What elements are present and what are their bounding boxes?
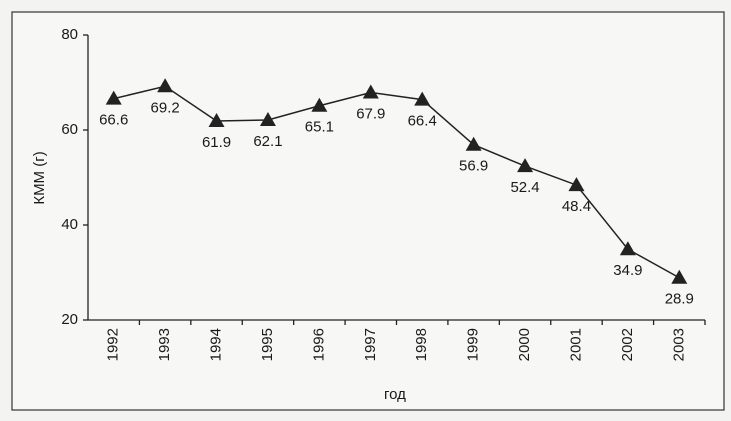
x-tick-label: 2003	[670, 328, 687, 361]
data-label: 48.4	[562, 198, 591, 215]
data-marker	[157, 78, 174, 93]
data-label: 69.2	[151, 99, 180, 116]
data-label: 28.9	[665, 291, 694, 308]
x-axis-label: год	[384, 386, 406, 403]
data-marker	[311, 97, 328, 112]
data-marker	[465, 136, 482, 151]
x-tick-label: 1995	[259, 328, 276, 361]
data-label: 52.4	[510, 179, 539, 196]
y-tick-label: 20	[61, 311, 78, 328]
data-label: 62.1	[253, 133, 282, 150]
x-tick-label: 2000	[516, 328, 533, 361]
x-tick-label: 1992	[105, 328, 122, 361]
data-label: 61.9	[202, 134, 231, 151]
data-marker	[619, 241, 636, 256]
data-label: 34.9	[613, 262, 642, 279]
data-label: 65.1	[305, 119, 334, 136]
y-tick-label: 80	[61, 26, 78, 43]
data-marker	[362, 84, 379, 99]
data-marker	[208, 112, 225, 127]
data-label: 67.9	[356, 105, 385, 122]
x-tick-label: 1997	[362, 328, 379, 361]
data-marker	[568, 177, 585, 192]
x-tick-label: 1999	[465, 328, 482, 361]
x-tick-label: 1996	[310, 328, 327, 361]
x-tick-label: 1994	[208, 328, 225, 361]
data-label: 66.4	[408, 113, 437, 130]
y-tick-label: 60	[61, 121, 78, 138]
data-marker	[671, 269, 688, 284]
x-tick-label: 2001	[567, 328, 584, 361]
chart-frame	[11, 11, 725, 411]
y-tick-label: 40	[61, 216, 78, 233]
data-marker	[105, 90, 122, 105]
data-label: 56.9	[459, 158, 488, 175]
x-tick-label: 1993	[156, 328, 173, 361]
data-line	[113, 85, 680, 279]
data-label: 66.6	[99, 112, 128, 129]
x-tick-label: 1998	[413, 328, 430, 361]
data-marker	[259, 112, 276, 127]
data-marker	[414, 91, 431, 106]
data-marker	[517, 158, 534, 173]
y-axis-label: КММ (г)	[31, 151, 48, 204]
x-tick-label: 2002	[619, 328, 636, 361]
